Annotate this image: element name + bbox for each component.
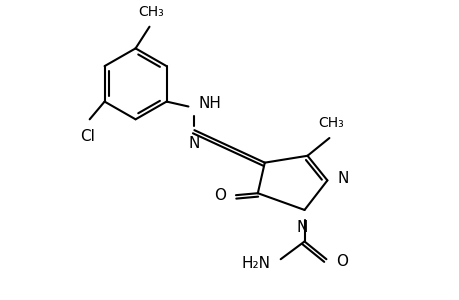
- Text: CH₃: CH₃: [318, 116, 343, 130]
- Text: O: O: [213, 188, 225, 203]
- Text: CH₃: CH₃: [138, 5, 164, 19]
- Text: N: N: [296, 220, 308, 235]
- Text: NH: NH: [198, 96, 221, 111]
- Text: H₂N: H₂N: [241, 256, 270, 271]
- Text: Cl: Cl: [80, 129, 95, 144]
- Text: N: N: [188, 136, 200, 151]
- Text: O: O: [336, 254, 347, 269]
- Text: N: N: [336, 171, 348, 186]
